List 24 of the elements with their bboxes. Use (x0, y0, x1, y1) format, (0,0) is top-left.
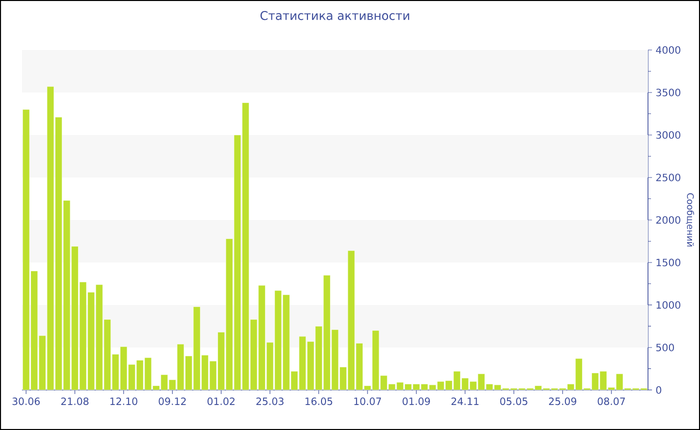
y-tick-label: 500 (656, 344, 674, 352)
x-tick-label: 25.03 (256, 398, 284, 406)
x-tick-label: 01.02 (208, 398, 234, 406)
x-tick-label: 12.10 (110, 398, 138, 406)
x-tick-label: 16.05 (306, 398, 332, 406)
chart-title: Статистика активности (260, 10, 410, 20)
x-tick-label: 09.12 (158, 398, 186, 406)
x-tick-label: 08.07 (598, 398, 625, 406)
x-tick-label: 25.09 (549, 398, 576, 406)
x-tick-label: 01.09 (402, 398, 430, 406)
x-tick-label: 05.05 (500, 398, 528, 406)
y-tick-label: 3000 (656, 131, 680, 139)
y-tick-label: 1000 (656, 301, 680, 309)
x-tick-label: 21.08 (61, 398, 88, 406)
x-tick-label: 10.07 (354, 398, 381, 406)
y-tick-label: 1500 (656, 258, 680, 266)
y-tick-label: 2500 (656, 174, 680, 182)
y-tick-label: 4000 (656, 46, 680, 54)
x-tick-label: 30.06 (12, 398, 40, 406)
y-axis-title: Сообщений (686, 193, 694, 246)
y-tick-label: 2000 (656, 216, 680, 224)
y-tick-label: 0 (656, 386, 662, 394)
y-tick-label: 3500 (656, 88, 680, 96)
x-tick-label: 24.11 (452, 398, 478, 405)
